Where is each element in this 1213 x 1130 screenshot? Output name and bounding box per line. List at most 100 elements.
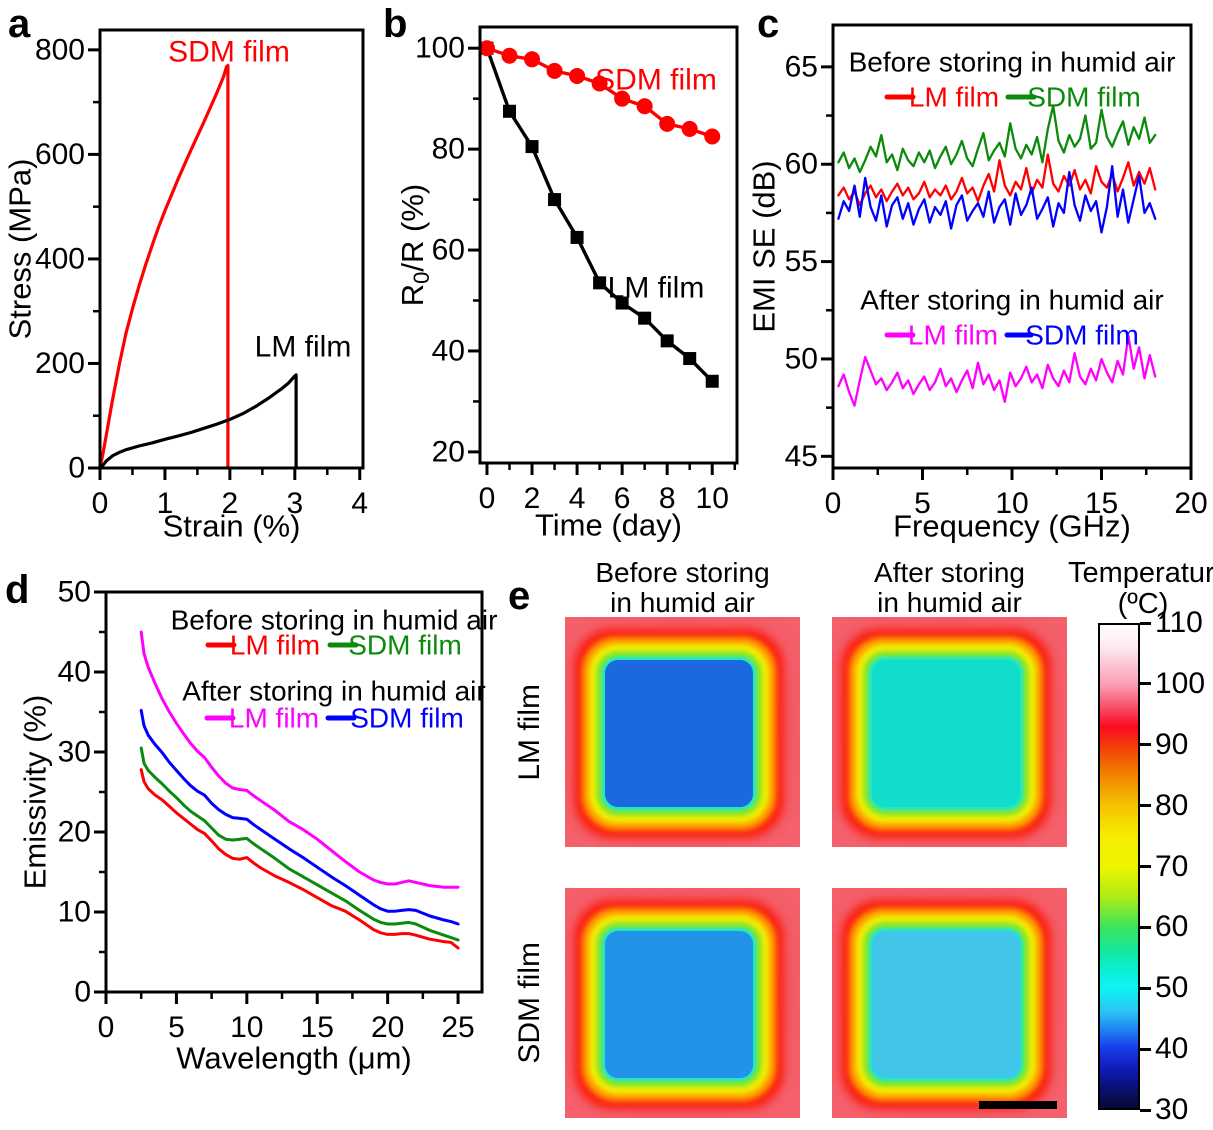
x-tick-label: 2 (524, 482, 541, 515)
colorbar-tick-label: 100 (1155, 666, 1206, 700)
thermal-image-sdm-before (565, 888, 800, 1118)
colorbar-tick (1140, 925, 1151, 929)
data-point (503, 104, 517, 118)
y-tick-label: 100 (415, 32, 465, 65)
x-tick-label: 25 (441, 1011, 474, 1044)
colorbar-tick-label: 70 (1155, 849, 1189, 883)
series-sdm-film-after- (139, 708, 460, 926)
data-point (705, 374, 719, 388)
y-tick-label: 80 (432, 133, 465, 166)
y-tick-label: 60 (785, 148, 818, 181)
x-axis-label: Time (day) (535, 508, 682, 543)
x-tick-label: 8 (659, 482, 676, 515)
y-tick-label: 50 (785, 342, 818, 375)
x-tick-label: 0 (479, 482, 496, 515)
y-tick-label: 40 (432, 334, 465, 367)
data-point (524, 51, 541, 68)
y-tick-label: 10 (58, 896, 91, 929)
y-axis-label: EMI SE (dB) (750, 160, 782, 332)
film-square (871, 930, 1020, 1078)
data-point (614, 90, 631, 107)
colorbar-tick-label: 60 (1155, 910, 1189, 944)
colorbar-tick-label: 90 (1155, 727, 1189, 761)
x-tick-label: 6 (614, 482, 631, 515)
film-square (604, 659, 753, 807)
annotation-sdm-film: SDM film (1027, 82, 1141, 113)
colorbar-tick (1140, 986, 1151, 990)
series-lm-film-before- (837, 153, 1157, 207)
annotation-sdm-film: SDM film (348, 630, 462, 661)
x-tick-label: 0 (92, 487, 109, 520)
x-tick-label: 10 (230, 1011, 263, 1044)
chart-emi-se-frequency: 0 5 10 15 20 45 50 55 60 65 Frequency (GHz) EMI SE … (750, 23, 1208, 544)
y-tick-label: 20 (58, 816, 91, 849)
series-sdm-film (98, 63, 230, 470)
data-point (638, 311, 652, 325)
colorbar-tick-label: 50 (1155, 971, 1189, 1005)
annotation-lm-film: LM film (908, 320, 998, 351)
series-sdm-film-before- (139, 746, 460, 942)
x-tick-label: 4 (569, 482, 586, 515)
series-lm-film-before- (139, 768, 460, 950)
y-tick-label: 200 (35, 347, 85, 380)
data-point (660, 334, 674, 348)
data-point (570, 230, 584, 244)
x-tick-label: 20 (371, 1011, 404, 1044)
annotation-sdm-film: SDM film (595, 64, 717, 97)
colorbar-tick (1140, 1047, 1151, 1051)
y-tick-label: 60 (432, 234, 465, 267)
panel-letter-b: b (383, 2, 408, 46)
film-square (604, 930, 753, 1078)
y-tick-label: 0 (68, 452, 85, 485)
y-tick-label: 50 (58, 576, 91, 609)
y-tick-label: 800 (35, 33, 85, 66)
data-point (546, 62, 563, 79)
y-axis-label: Emissivity (%) (18, 695, 53, 890)
y-axis-label: Stress (MPa) (3, 159, 38, 340)
annotation-before-storing-in-humid-air: Before storing in humid air (849, 47, 1176, 78)
annotation-sdm-film: SDM film (350, 703, 464, 734)
data-point (478, 40, 495, 57)
colorbar-tick-label: 110 (1155, 606, 1203, 639)
data-point (683, 352, 697, 366)
colorbar-tick (1140, 865, 1151, 868)
y-tick-label: 0 (74, 976, 91, 1009)
x-tick-label: 10 (995, 487, 1028, 520)
chart-resistance-time: 0 2 4 6 8 10 20 40 60 80 100 Time (day) R0/R (%) SDM … (395, 25, 739, 543)
x-axis-label: Frequency (GHz) (893, 509, 1131, 544)
chart-stress-strain: 0 1 2 3 4 0 200 400 600 800 Strain (%) Stress (MPa)… (3, 28, 368, 544)
series-lm-film (485, 46, 714, 383)
series-lm-film-after- (837, 334, 1157, 407)
y-tick-label: 30 (58, 736, 91, 769)
data-point (615, 296, 629, 310)
annotation-lm-film: LM film (255, 331, 352, 364)
x-tick-label: 3 (286, 487, 303, 520)
x-tick-label: 0 (98, 1011, 115, 1044)
annotation-lm-film: LM film (909, 82, 999, 113)
x-tick-label: 1 (157, 487, 174, 520)
plot-frame (98, 28, 365, 470)
x-tick-label: 15 (301, 1011, 334, 1044)
colorbar-tick-label: 30 (1155, 1093, 1189, 1126)
annotation-after-storing-in-humid-air: After storing in humid air (860, 285, 1163, 316)
annotation-lm-film: LM film (229, 703, 319, 734)
panel-letter-d: d (5, 568, 30, 612)
series-lm-film-after- (139, 630, 460, 889)
x-tick-label: 20 (1174, 487, 1207, 520)
colorbar-tick (1140, 1108, 1151, 1112)
x-tick-label: 2 (222, 487, 239, 520)
row-label-sdm-film: SDM film (513, 942, 546, 1064)
panel-letter-a: a (8, 2, 31, 46)
data-point (569, 67, 586, 84)
series-sdm-film-before- (837, 104, 1157, 174)
y-tick-label: 600 (35, 138, 85, 171)
series-lm-film (98, 373, 298, 470)
colorbar-title: Temperature (ºC) (1068, 557, 1213, 620)
data-point (659, 115, 676, 132)
row-label-lm-film: LM film (513, 683, 546, 781)
y-tick-label: 45 (785, 440, 818, 473)
colorbar-tick (1140, 621, 1151, 625)
data-point (591, 75, 608, 92)
y-tick-label: 20 (432, 435, 465, 468)
y-tick-label: 65 (785, 50, 818, 83)
